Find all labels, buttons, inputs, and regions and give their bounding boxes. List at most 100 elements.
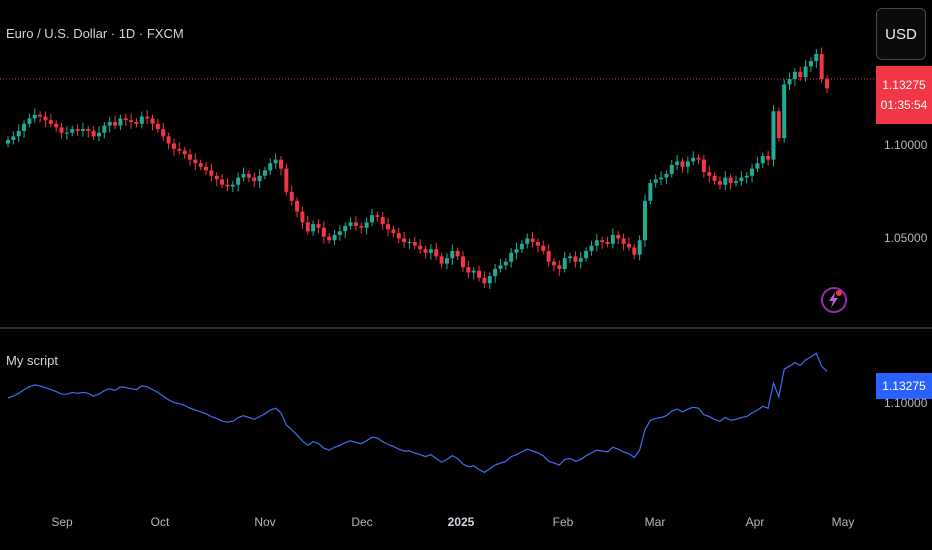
candle	[509, 252, 514, 262]
candle	[739, 177, 744, 182]
candle	[418, 245, 423, 250]
candle	[246, 173, 251, 178]
candle	[675, 161, 680, 165]
last-price-tag: 1.13275 01:35:54	[876, 66, 932, 124]
candle	[525, 238, 530, 244]
candle	[252, 177, 257, 182]
candle	[43, 116, 48, 121]
candle	[766, 156, 771, 160]
candle	[305, 222, 310, 232]
candle	[86, 129, 91, 131]
time-axis-label: Feb	[552, 515, 574, 529]
candle	[653, 179, 658, 183]
candle	[139, 116, 144, 124]
indicator-title[interactable]: My script	[6, 353, 58, 368]
candle	[284, 168, 289, 192]
candle	[209, 170, 214, 176]
candle	[220, 179, 225, 185]
indicator-value-tag: 1.13275	[876, 373, 932, 399]
candle	[364, 222, 369, 228]
candle	[691, 157, 696, 162]
candle	[535, 242, 540, 246]
candle	[659, 177, 664, 180]
candle	[279, 159, 283, 169]
candle	[664, 173, 669, 178]
candle	[236, 177, 241, 185]
candle	[386, 224, 391, 230]
candle	[605, 242, 610, 244]
candle	[118, 118, 123, 126]
candle	[450, 251, 455, 259]
candle	[32, 114, 37, 119]
indicator-plot	[7, 352, 828, 474]
candle	[396, 233, 401, 239]
candle	[808, 61, 813, 67]
candle	[321, 227, 326, 237]
candle	[461, 256, 465, 268]
candle	[391, 229, 396, 234]
candle	[359, 225, 364, 228]
candle	[311, 224, 316, 232]
candle	[198, 163, 203, 167]
candle	[375, 215, 380, 217]
candle	[107, 122, 112, 126]
price-axis-label: 1.10000	[884, 138, 928, 152]
candle	[782, 84, 787, 139]
candle	[316, 224, 321, 228]
candle	[150, 118, 155, 124]
candle	[685, 161, 690, 167]
candle	[632, 247, 637, 255]
candle	[723, 177, 728, 185]
candle	[80, 129, 85, 131]
candle	[230, 184, 235, 187]
candle	[487, 276, 492, 284]
candle	[814, 53, 819, 62]
candle	[262, 170, 267, 176]
candle	[776, 111, 781, 139]
candle	[193, 159, 198, 164]
candle	[59, 127, 64, 133]
candle	[562, 258, 567, 269]
candle	[129, 120, 134, 122]
candle	[188, 154, 192, 160]
candle	[643, 200, 647, 241]
candle	[557, 265, 562, 269]
candle	[257, 175, 262, 182]
candle	[787, 79, 792, 85]
candle	[573, 256, 578, 262]
candle	[696, 157, 701, 160]
candle	[712, 175, 717, 182]
candle	[11, 136, 16, 140]
candle	[75, 129, 80, 131]
candle	[289, 191, 294, 201]
candle	[755, 163, 760, 169]
candle	[626, 243, 631, 248]
candle	[423, 249, 428, 253]
candle	[64, 132, 69, 134]
time-axis-label: Nov	[254, 515, 276, 529]
candle	[214, 175, 219, 180]
candle	[439, 256, 444, 264]
candle	[54, 123, 59, 128]
candle	[348, 222, 353, 226]
candle	[503, 261, 508, 266]
candle	[760, 156, 765, 164]
candle	[750, 168, 755, 176]
candle	[610, 234, 615, 244]
candle	[273, 159, 278, 164]
candle	[380, 216, 385, 225]
candle	[113, 122, 118, 126]
candle	[669, 165, 674, 174]
candle	[145, 116, 150, 119]
indicator-axis-label: 1.10000	[884, 396, 928, 410]
price-candles	[6, 47, 829, 289]
candle	[717, 181, 722, 185]
symbol-title[interactable]: Euro / U.S. Dollar · 1D · FXCM	[6, 26, 184, 41]
lightning-bolt-icon[interactable]	[818, 284, 850, 316]
candle	[161, 129, 166, 137]
currency-button[interactable]: USD	[876, 8, 926, 60]
candle	[171, 143, 176, 149]
candle	[155, 123, 160, 130]
candle	[97, 132, 101, 137]
